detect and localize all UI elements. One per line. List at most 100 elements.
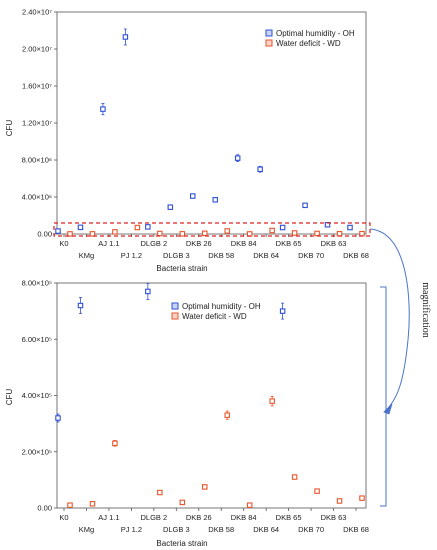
magnification-arrow <box>369 228 410 413</box>
marks-top <box>55 28 365 237</box>
x-category-label: DKB 58 <box>208 251 234 260</box>
point-water-deficit <box>89 501 96 507</box>
y-tick-label: 1.20×10⁷ <box>22 119 52 128</box>
x-category-label: KMg <box>79 525 94 534</box>
point-water-deficit <box>224 412 230 418</box>
point-optimal-humidity <box>302 202 308 209</box>
x-category-label: DKB 65 <box>276 239 302 248</box>
x-axis-label-top: Bacteria strain <box>156 264 207 273</box>
point-water-deficit <box>67 502 73 508</box>
point-water-deficit <box>269 398 275 404</box>
x-axis-label-bottom: Bacteria strain <box>156 539 207 548</box>
x-category-label: DLGB 3 <box>163 251 190 260</box>
point-water-deficit <box>314 488 320 494</box>
x-category-label: PJ 1.2 <box>121 525 142 534</box>
y-tick-label: 0.00 <box>37 230 52 239</box>
point-optimal-humidity <box>145 288 151 295</box>
x-category-label: DKB 70 <box>298 525 324 534</box>
x-category-label: DLGB 2 <box>141 513 168 522</box>
y-tick-label: 4.00×10⁵ <box>22 391 52 400</box>
y-ticks-top: 0.00 4.00×10⁶ 8.00×10⁶ 1.20×10⁷ 1.60×10⁷ 2.00… <box>22 8 57 239</box>
point-water-deficit <box>67 231 73 237</box>
point-optimal-humidity <box>145 224 151 230</box>
y-ticks-bottom: 0.00 2.00×10⁵ 4.00×10⁵ 6.00×10⁵ 8.00×10⁵ <box>22 279 57 513</box>
magnification-connector: magnification <box>369 228 431 507</box>
y-axis-label-top: CFU <box>5 120 14 137</box>
chart-top: 0.00 4.00×10⁶ 8.00×10⁶ 1.20×10⁷ 1.60×10⁷ 2.00… <box>5 8 371 273</box>
magnification-label: magnification <box>420 282 431 338</box>
point-water-deficit <box>89 231 96 237</box>
point-water-deficit <box>291 230 298 236</box>
point-water-deficit <box>359 230 365 237</box>
point-water-deficit <box>336 231 343 237</box>
legend-label: Water deficit - WD <box>182 312 247 321</box>
x-category-label: DKB 70 <box>298 251 324 260</box>
point-optimal-humidity <box>212 197 218 203</box>
point-optimal-humidity <box>77 224 84 231</box>
point-water-deficit <box>314 230 320 237</box>
legend-swatch <box>171 312 179 320</box>
point-water-deficit <box>157 489 163 496</box>
point-optimal-humidity <box>234 155 241 161</box>
point-optimal-humidity <box>55 415 61 421</box>
x-category-label: DKB 65 <box>276 513 302 522</box>
x-category-label: K0 <box>59 513 68 522</box>
legend-swatch <box>171 302 179 310</box>
x-category-label: DLGB 2 <box>141 239 168 248</box>
y-tick-label: 6.00×10⁵ <box>22 335 52 344</box>
y-tick-label: 2.00×10⁷ <box>22 45 52 54</box>
x-categories-top: K0 KMg AJ 1.1PJ 1.2 DLGB 2 DLGB 3 DKB 26 DKB 5… <box>59 234 369 260</box>
legend-label: Water deficit - WD <box>276 39 341 48</box>
point-water-deficit <box>112 440 118 447</box>
y-tick-label: 2.40×10⁷ <box>22 8 52 17</box>
point-water-deficit <box>202 484 208 490</box>
x-category-label: PJ 1.2 <box>121 251 142 260</box>
point-water-deficit <box>112 229 118 235</box>
y-tick-label: 4.00×10⁶ <box>22 193 52 202</box>
legend-label: Optimal humidity - OH <box>276 29 355 38</box>
x-category-label: DKB 64 <box>253 251 279 260</box>
point-water-deficit <box>134 224 141 231</box>
point-water-deficit <box>269 227 275 234</box>
point-water-deficit <box>179 231 186 237</box>
x-category-label: DKB 64 <box>253 525 279 534</box>
x-category-label: DLGB 3 <box>163 525 190 534</box>
x-category-label: DKB 26 <box>186 513 212 522</box>
x-category-label: DKB 84 <box>231 239 257 248</box>
legend-label: Optimal humidity - OH <box>182 302 261 311</box>
x-categories-bottom: K0 KMg AJ 1.1PJ 1.2 DLGB 2 DLGB 3 DKB 26 DKB 5… <box>59 508 369 534</box>
x-category-label: AJ 1.1 <box>98 513 119 522</box>
point-water-deficit <box>224 228 230 234</box>
y-tick-label: 0.00 <box>37 504 52 513</box>
y-tick-label: 1.60×10⁷ <box>22 82 52 91</box>
magnification-bracket <box>380 286 387 507</box>
point-optimal-humidity <box>279 224 286 231</box>
x-category-label: DKB 68 <box>343 251 369 260</box>
point-water-deficit <box>246 502 253 508</box>
y-tick-label: 2.00×10⁵ <box>22 447 52 456</box>
point-optimal-humidity <box>347 224 353 231</box>
x-category-label: K0 <box>59 239 68 248</box>
x-category-label: KMg <box>79 251 94 260</box>
point-optimal-humidity <box>279 308 286 314</box>
point-optimal-humidity <box>190 193 196 199</box>
y-axis-label-bottom: CFU <box>5 389 14 406</box>
point-water-deficit <box>179 499 186 506</box>
point-optimal-humidity <box>100 106 106 112</box>
point-water-deficit <box>291 474 298 480</box>
point-optimal-humidity <box>77 302 84 309</box>
point-water-deficit <box>202 230 208 237</box>
x-category-label: DKB 63 <box>321 239 347 248</box>
legend-swatch <box>265 29 273 37</box>
point-water-deficit <box>359 495 365 501</box>
point-optimal-humidity <box>122 34 129 40</box>
x-category-label: DKB 58 <box>208 525 234 534</box>
x-category-label: DKB 68 <box>343 525 369 534</box>
legend-swatch <box>265 39 273 47</box>
x-category-label: DKB 63 <box>321 513 347 522</box>
point-water-deficit <box>336 498 343 504</box>
